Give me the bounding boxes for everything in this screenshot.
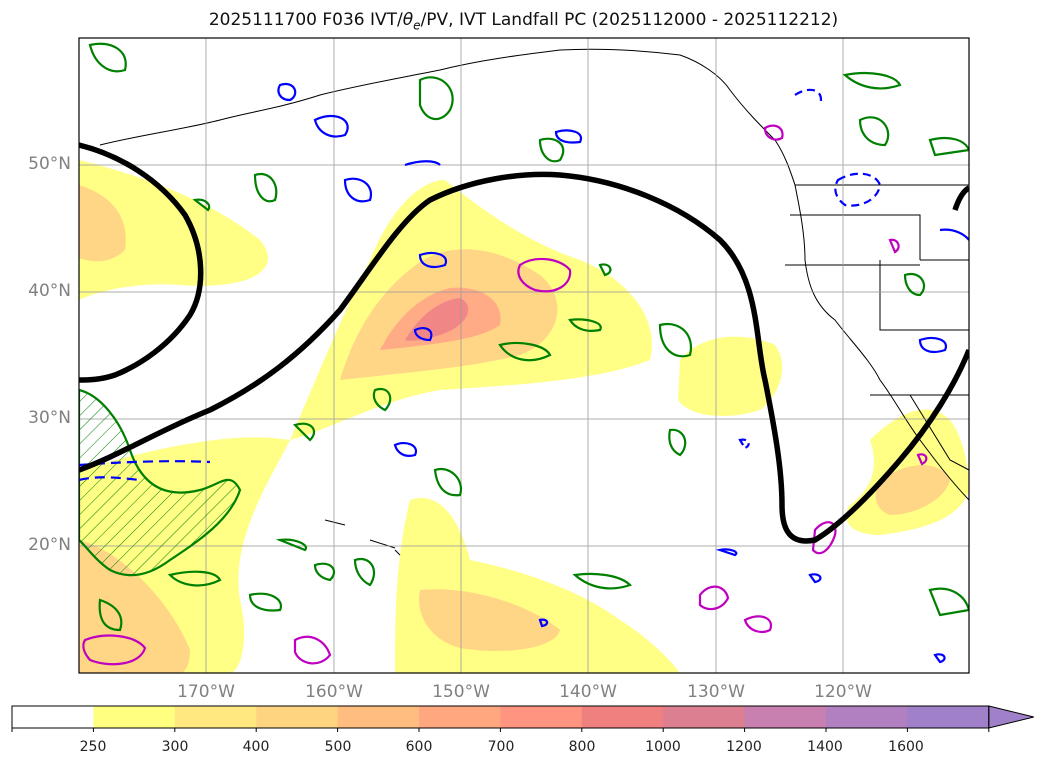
colorbar-segment: [419, 706, 501, 728]
colorbar-extend-arrow: [988, 705, 1034, 729]
lon-label-150w: 150°W: [432, 682, 490, 702]
lat-label-30n: 30°N: [28, 408, 71, 428]
landfall-pc-contour: [79, 142, 969, 544]
ivt-south-core: [419, 589, 560, 651]
pv-positive-contours: [82, 124, 928, 666]
map-plot-area: [79, 38, 969, 673]
colorbar-label-700: 700: [487, 739, 515, 755]
colorbar-label-600: 600: [405, 739, 433, 755]
ivt-east: [678, 336, 783, 416]
lat-label-20n: 20°N: [28, 535, 71, 555]
colorbar-segment: [744, 706, 827, 728]
lon-label-140w: 140°W: [559, 682, 617, 702]
colorbar-segment: [337, 706, 420, 728]
colorbar-segment: [826, 706, 908, 728]
lon-label-160w: 160°W: [305, 682, 363, 702]
colorbar-label-400: 400: [242, 739, 270, 755]
ivt-fill: [79, 160, 969, 673]
colorbar-label-800: 800: [568, 739, 596, 755]
lon-label-170w: 170°W: [177, 682, 235, 702]
lat-label-50n: 50°N: [28, 154, 71, 174]
chart-title: 2025111700 F036 IVT/θe/PV, IVT Landfall …: [208, 10, 839, 33]
lat-label-40n: 40°N: [28, 281, 71, 301]
colorbar-label-1600: 1600: [888, 739, 924, 755]
ivt-southwest-core: [79, 540, 190, 673]
colorbar-segment: [174, 706, 257, 728]
pv-negative-contours: [79, 82, 969, 664]
colorbar-segment: [581, 706, 664, 728]
colorbar-label-1400: 1400: [807, 739, 843, 755]
lon-label-130w: 130°W: [687, 682, 745, 702]
coastlines: [99, 48, 969, 556]
colorbar-label-1000: 1000: [645, 739, 681, 755]
colorbar-segment: [907, 706, 990, 728]
lon-label-120w: 120°W: [814, 682, 872, 702]
colorbar: [11, 705, 1034, 732]
colorbar-label-300: 300: [161, 739, 189, 755]
ivt-coast-core: [875, 465, 950, 515]
ivt-west-core: [79, 185, 126, 262]
ivt-west: [79, 160, 269, 300]
colorbar-label-500: 500: [324, 739, 352, 755]
colorbar-label-1200: 1200: [726, 739, 762, 755]
ivt-south: [395, 498, 680, 673]
graticule: [79, 38, 969, 673]
map-frame: [78, 37, 970, 674]
colorbar-segment: [256, 706, 339, 728]
colorbar-segment: [500, 706, 583, 728]
colorbar-segment: [663, 706, 746, 728]
colorbar-segment: [93, 706, 176, 728]
ivt-plume-core3: [405, 298, 469, 341]
colorbar-segment: [12, 706, 94, 728]
colorbar-label-250: 250: [79, 739, 107, 755]
